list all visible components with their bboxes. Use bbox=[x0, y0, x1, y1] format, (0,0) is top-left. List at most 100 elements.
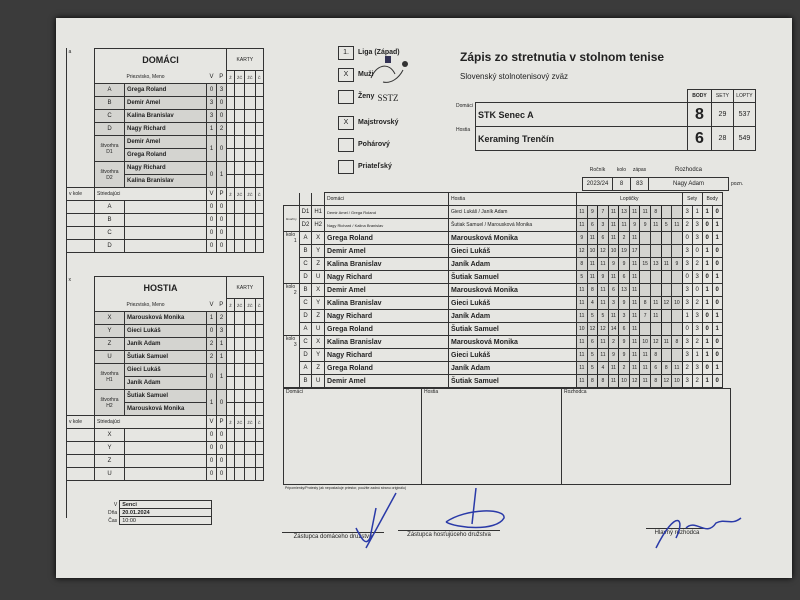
card-cell bbox=[233, 239, 246, 253]
point-score: 12 bbox=[660, 374, 673, 388]
p-header: P bbox=[216, 70, 227, 84]
option-checkbox[interactable]: X bbox=[338, 116, 354, 130]
point-score: 9 bbox=[618, 335, 630, 349]
place-value: Senci bbox=[119, 500, 213, 509]
doubles-player-name: Janík Adam bbox=[124, 376, 207, 390]
card-header: ŽČ bbox=[244, 298, 256, 312]
point-score: 12 bbox=[586, 322, 599, 336]
sub-name-field[interactable] bbox=[124, 213, 207, 227]
point-score: 10 bbox=[639, 335, 651, 349]
notes-referee[interactable]: Rozhodca bbox=[561, 388, 731, 485]
body-away: 0 bbox=[711, 348, 723, 362]
card-cell bbox=[244, 213, 256, 227]
sub-round-cell bbox=[66, 226, 95, 240]
away-player: Gieci Lukáš bbox=[448, 348, 578, 362]
option-checkbox[interactable]: X bbox=[338, 68, 354, 82]
point-score bbox=[639, 270, 651, 284]
margin-cell bbox=[67, 351, 95, 364]
option-checkbox[interactable] bbox=[338, 90, 354, 104]
sub-name-field[interactable] bbox=[124, 428, 207, 442]
card-cell bbox=[244, 200, 256, 214]
sets-away: 2 bbox=[691, 374, 703, 388]
option-checkbox[interactable] bbox=[338, 160, 354, 174]
date-label: Dňa bbox=[108, 509, 118, 516]
sub-code: A bbox=[94, 200, 125, 214]
sets-home: 3 bbox=[681, 283, 693, 297]
protests-note: Pripomienky/Protesty (ak nepostačuje pri… bbox=[285, 486, 407, 490]
margin-cell bbox=[67, 84, 95, 97]
card-cell bbox=[254, 454, 264, 468]
doubles-code: štvorhra D2 bbox=[94, 161, 125, 188]
sub-wins: 0 bbox=[206, 428, 217, 442]
point-score: 14 bbox=[607, 322, 620, 336]
point-score bbox=[639, 231, 651, 245]
point-score: 12 bbox=[597, 322, 609, 336]
point-score bbox=[649, 283, 662, 297]
match-row: A Z Grega Roland Janík Adam 11 5 4 11 2 11 11 6 8 11 2… bbox=[284, 361, 723, 375]
margin-cell bbox=[67, 110, 95, 123]
card-cell bbox=[226, 337, 235, 351]
page-subtitle: Slovenský stolnotenisový zväz bbox=[460, 72, 569, 81]
point-score: 11 bbox=[628, 348, 641, 362]
roster-row: D Nagy Richard 1 2 bbox=[67, 122, 264, 136]
point-score: 11 bbox=[671, 361, 683, 375]
col-away: Hostia bbox=[448, 192, 578, 206]
point-score bbox=[660, 205, 673, 219]
card-header: ŽČ bbox=[233, 187, 246, 201]
sub-name-field[interactable] bbox=[124, 226, 207, 240]
kolo-value: 8 bbox=[612, 176, 631, 191]
point-score: 15 bbox=[639, 257, 651, 271]
sub-losses: 0 bbox=[216, 226, 227, 240]
subs-header: Striedajúci bbox=[94, 187, 207, 201]
card-header: Č bbox=[254, 298, 264, 312]
sub-name-field[interactable] bbox=[124, 200, 207, 214]
sub-name-field[interactable] bbox=[124, 454, 207, 468]
point-score: 11 bbox=[597, 335, 609, 349]
point-score: 5 bbox=[586, 348, 599, 362]
sub-name-field[interactable] bbox=[124, 441, 207, 455]
card-cell bbox=[226, 213, 235, 227]
sets-away: 3 bbox=[691, 322, 703, 336]
body-away: 1 bbox=[711, 309, 723, 323]
point-score: 4 bbox=[586, 296, 599, 310]
player-losses: 3 bbox=[216, 324, 227, 338]
point-score: 11 bbox=[576, 361, 588, 375]
sets-away: 2 bbox=[691, 257, 703, 271]
point-score: 6 bbox=[649, 361, 662, 375]
option-checkbox[interactable]: 1. bbox=[338, 46, 354, 60]
player-losses: 0 bbox=[216, 96, 227, 110]
point-score: 11 bbox=[607, 309, 620, 323]
card-cell bbox=[254, 109, 264, 123]
time-label: Čas bbox=[108, 517, 118, 524]
point-score: 8 bbox=[597, 374, 609, 388]
point-score: 11 bbox=[660, 257, 673, 271]
score-sheet: a DOMÁCI KARTY Priezvisko, Meno V P Ž ŽČ ŽČ Č A Gre… bbox=[56, 18, 792, 578]
col-body: Body bbox=[701, 192, 723, 206]
player-wins: 1 bbox=[206, 311, 217, 325]
match-row: C Y Kalina Branislav Gieci Lukáš 11 4 11 3 9 11 8 1… bbox=[284, 296, 723, 310]
point-score bbox=[660, 322, 673, 336]
notes-away[interactable]: Hostia bbox=[421, 388, 562, 485]
home-body: 8 bbox=[686, 102, 712, 127]
notes-home[interactable]: Domáci bbox=[283, 388, 422, 485]
doubles-wins: 0 bbox=[206, 161, 217, 188]
card-cell bbox=[244, 122, 256, 136]
sub-name-field[interactable] bbox=[124, 239, 207, 253]
roster-title: DOMÁCI bbox=[94, 48, 227, 71]
sub-round-cell bbox=[66, 200, 95, 214]
sets-home: 0 bbox=[681, 231, 693, 245]
body-home: 1 bbox=[701, 244, 713, 258]
point-score: 12 bbox=[649, 335, 662, 349]
point-score bbox=[660, 309, 673, 323]
name-header: Priezvisko, Meno bbox=[126, 301, 165, 308]
doubles-wins: 1 bbox=[206, 389, 217, 416]
away-code: H1 bbox=[311, 205, 326, 219]
sub-code: B bbox=[94, 213, 125, 227]
doubles-wins: 1 bbox=[206, 135, 217, 162]
sub-name-field[interactable] bbox=[124, 467, 207, 481]
card-cell bbox=[226, 363, 235, 377]
option-checkbox[interactable] bbox=[338, 138, 354, 152]
away-body: 6 bbox=[686, 126, 712, 151]
point-score bbox=[639, 244, 651, 258]
